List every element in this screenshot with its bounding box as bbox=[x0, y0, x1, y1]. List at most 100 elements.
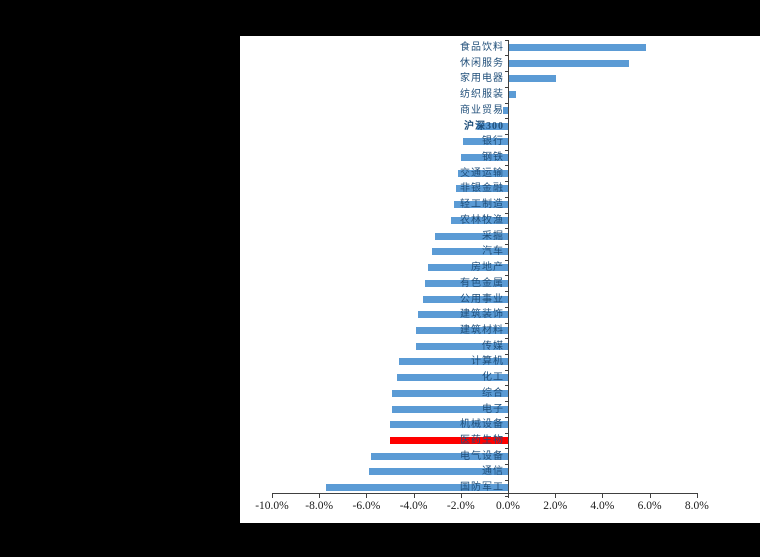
y-axis-line bbox=[508, 40, 509, 493]
bar bbox=[434, 232, 508, 240]
y-axis-tick bbox=[505, 416, 508, 418]
category-label: 电气设备 bbox=[460, 450, 504, 462]
y-axis-tick bbox=[505, 275, 508, 277]
y-axis-tick bbox=[505, 228, 508, 230]
bar bbox=[451, 216, 508, 224]
category-label: 轻工制造 bbox=[460, 199, 504, 211]
y-axis-tick bbox=[505, 181, 508, 183]
category-label: 通信 bbox=[482, 466, 504, 478]
category-label: 休闲服务 bbox=[460, 57, 504, 69]
x-axis-tick bbox=[413, 493, 415, 498]
bar bbox=[423, 295, 508, 303]
y-axis-tick bbox=[505, 212, 508, 214]
x-tick-label: 8.0% bbox=[684, 500, 709, 512]
category-label: 房地产 bbox=[471, 262, 504, 274]
y-axis-tick bbox=[505, 322, 508, 324]
y-axis-tick bbox=[505, 479, 508, 481]
category-label: 机械设备 bbox=[460, 419, 504, 431]
bar bbox=[460, 154, 508, 162]
category-label: 纺织服装 bbox=[460, 89, 504, 101]
category-label: 建筑装饰 bbox=[460, 309, 504, 321]
bar bbox=[503, 106, 508, 114]
x-axis-tick bbox=[366, 493, 368, 498]
category-label: 医药生物 bbox=[460, 435, 504, 446]
category-label: 汽车 bbox=[482, 246, 504, 258]
x-tick-label: -2.0% bbox=[446, 500, 475, 512]
y-axis-tick bbox=[505, 432, 508, 434]
y-axis-tick bbox=[505, 244, 508, 245]
bar bbox=[371, 452, 508, 460]
x-axis-tick bbox=[602, 493, 604, 498]
category-label: 家用电器 bbox=[460, 73, 504, 85]
x-axis-tick bbox=[319, 493, 321, 498]
y-axis-tick bbox=[505, 165, 508, 167]
y-axis-tick bbox=[505, 102, 508, 104]
bar bbox=[458, 169, 508, 177]
y-axis-tick bbox=[505, 385, 508, 387]
bar bbox=[425, 279, 508, 287]
x-axis-tick bbox=[460, 493, 462, 498]
x-tick-label: 2.0% bbox=[543, 500, 568, 512]
y-axis-tick bbox=[505, 39, 508, 41]
x-tick-label: 6.0% bbox=[637, 500, 662, 512]
bar bbox=[432, 248, 508, 256]
category-label: 计算机 bbox=[471, 356, 504, 368]
category-label: 钢铁 bbox=[482, 152, 504, 164]
x-axis-tick bbox=[272, 493, 273, 498]
category-label: 公用事业 bbox=[460, 293, 504, 305]
bar bbox=[397, 374, 508, 382]
bar bbox=[399, 358, 508, 366]
category-label: 食品饮料 bbox=[460, 42, 504, 53]
category-label: 采掘 bbox=[482, 230, 504, 242]
category-label: 综合 bbox=[482, 387, 504, 399]
bar bbox=[326, 484, 508, 492]
y-axis-tick bbox=[505, 55, 508, 57]
bar bbox=[390, 421, 508, 429]
category-label: 商业贸易 bbox=[460, 104, 504, 116]
y-axis-tick bbox=[505, 71, 508, 73]
category-label: 国防军工 bbox=[460, 482, 504, 494]
bar bbox=[368, 468, 508, 476]
x-axis-tick bbox=[508, 493, 509, 498]
category-label: 化工 bbox=[482, 372, 504, 384]
x-tick-label: -4.0% bbox=[399, 500, 428, 512]
category-label: 建筑材料 bbox=[460, 324, 504, 336]
bar bbox=[509, 75, 557, 83]
bar bbox=[453, 201, 508, 209]
sector-returns-bar-chart: 食品饮料 休闲服务 家用电器 纺织服装 商业贸易 沪深300 银行 钢铁 交通运输 非银金融 轻工制… bbox=[240, 36, 760, 523]
y-axis-tick bbox=[505, 448, 508, 450]
bar bbox=[463, 138, 508, 146]
y-axis-tick bbox=[505, 133, 508, 135]
bar bbox=[392, 389, 508, 397]
y-axis-tick bbox=[505, 86, 508, 88]
bar bbox=[427, 264, 508, 272]
y-axis-tick bbox=[505, 118, 508, 120]
bar bbox=[392, 405, 508, 413]
bar bbox=[509, 59, 630, 67]
bar bbox=[509, 91, 517, 99]
category-label: 农林牧渔 bbox=[460, 214, 504, 226]
category-label: 传媒 bbox=[482, 340, 504, 352]
category-label: 电子 bbox=[482, 403, 504, 415]
bar bbox=[477, 122, 508, 130]
bar bbox=[415, 342, 508, 350]
bar bbox=[390, 437, 508, 444]
y-axis-tick bbox=[505, 259, 508, 261]
category-label: 银行 bbox=[482, 136, 504, 148]
bar bbox=[418, 311, 508, 319]
y-axis-tick bbox=[505, 306, 508, 308]
x-axis-tick bbox=[555, 493, 557, 498]
x-axis-tick bbox=[649, 493, 651, 498]
category-label: 非银金融 bbox=[460, 183, 504, 195]
category-label: 有色金属 bbox=[460, 277, 504, 289]
y-axis-tick bbox=[505, 291, 508, 293]
x-tick-label: -8.0% bbox=[305, 500, 334, 512]
bar bbox=[415, 326, 508, 334]
plot-area: 食品饮料 休闲服务 家用电器 纺织服装 商业贸易 沪深300 银行 钢铁 交通运输 非银金融 轻工制… bbox=[240, 36, 760, 523]
y-axis-tick bbox=[505, 401, 508, 403]
x-tick-label: 4.0% bbox=[590, 500, 615, 512]
y-axis-tick bbox=[505, 338, 508, 340]
x-tick-label: -6.0% bbox=[352, 500, 381, 512]
bar bbox=[456, 185, 508, 193]
